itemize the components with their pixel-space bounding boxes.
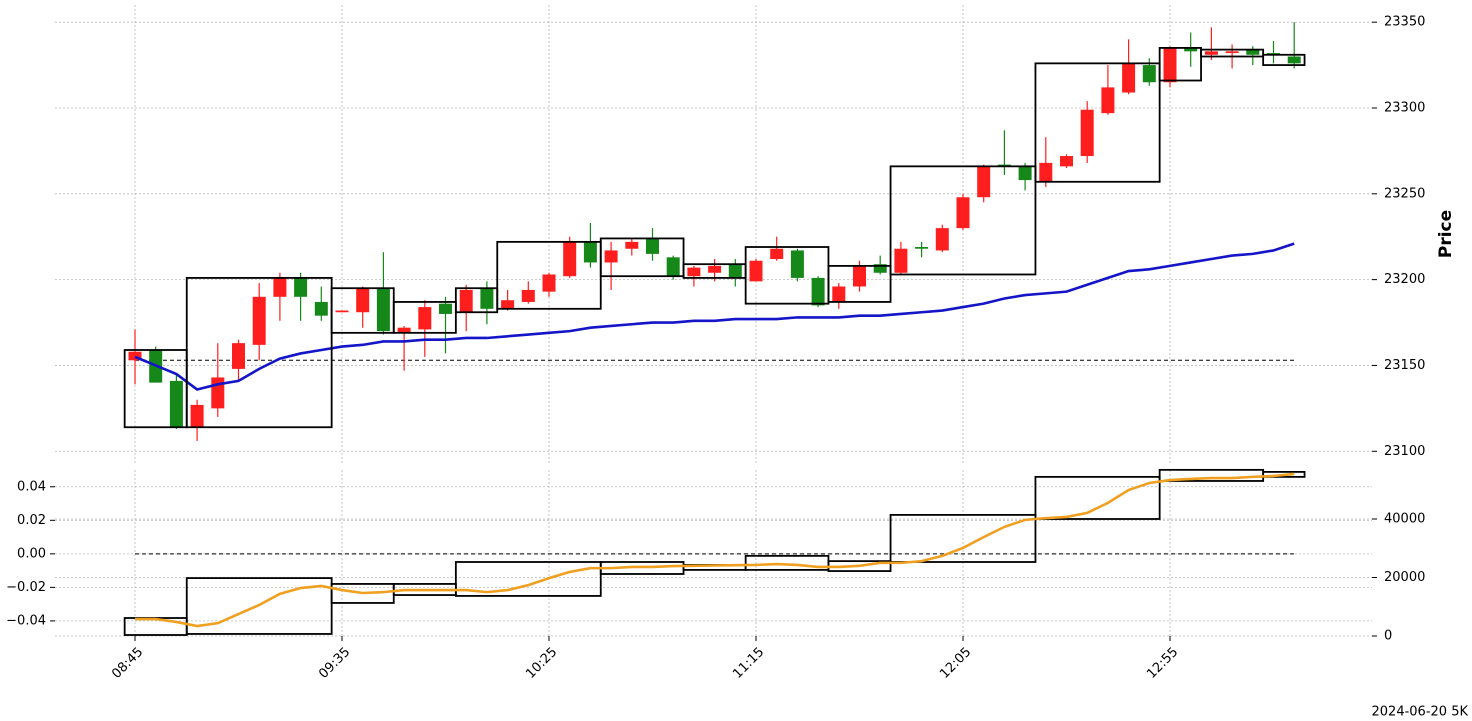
y-axis-label: Price [1436, 210, 1456, 258]
candle-body [252, 296, 266, 345]
y-tick-label: −0.02 [6, 580, 46, 595]
candle-body [811, 277, 825, 306]
series-line [135, 472, 1295, 628]
range-box [1200, 48, 1265, 58]
candle-body [666, 257, 680, 277]
range-box [185, 577, 333, 635]
range-box [392, 301, 457, 334]
candle-body [232, 343, 245, 369]
candle-body [894, 248, 908, 273]
candle-body [1246, 49, 1260, 55]
y-tick-label: −0.04 [6, 613, 46, 628]
candle-body [1184, 47, 1198, 52]
candle-body [790, 250, 804, 278]
candle-body [459, 289, 473, 313]
candle-body [853, 265, 866, 287]
candle-body [749, 260, 763, 282]
candle-body [521, 289, 535, 302]
candle-body [418, 307, 432, 330]
y-tick-label: 0.02 [17, 513, 46, 528]
candle-body [335, 310, 349, 313]
range-box [889, 165, 1037, 276]
range-box [1262, 53, 1306, 66]
range-box [889, 514, 1037, 563]
y-tick-label: 23300 [1384, 100, 1425, 115]
x-tick-label: 09:35 [316, 645, 353, 682]
x-tick-label: 12:05 [937, 645, 974, 682]
candle-body [873, 264, 887, 273]
candle-body [397, 327, 411, 333]
y2-tick-label: 0 [1384, 629, 1392, 644]
candle-body [583, 241, 597, 263]
candle-body [1039, 162, 1053, 182]
candle-body [646, 238, 659, 254]
candle-body [956, 197, 970, 229]
y-tick-label: 23100 [1384, 444, 1425, 459]
candle-body [770, 248, 784, 260]
candle-body [314, 301, 328, 316]
y-tick-label: 23200 [1384, 272, 1425, 287]
range-box [827, 264, 892, 303]
candle-body [604, 250, 618, 263]
range-box [454, 561, 602, 597]
candle-body [190, 404, 204, 428]
y-tick-label: 0.04 [17, 479, 46, 494]
y-tick-label: 23250 [1384, 186, 1425, 201]
candle-body [1142, 65, 1156, 83]
candle-body [1101, 87, 1115, 114]
candle-body [211, 377, 225, 409]
y2-tick-label: 20000 [1384, 570, 1425, 585]
candle-body [273, 277, 287, 297]
footer: 2024-06-20 5K [1372, 705, 1469, 720]
candle-body [128, 351, 142, 361]
y-tick-label: 23350 [1384, 15, 1425, 30]
candle-body [708, 265, 722, 273]
candle-body [1287, 56, 1301, 64]
range-box [1158, 47, 1202, 82]
candle-body [501, 300, 515, 309]
x-tick-label: 08:45 [109, 645, 146, 682]
candle-body [169, 380, 183, 428]
range-box [1262, 471, 1306, 478]
candle-body [439, 303, 452, 314]
candle-body [832, 286, 846, 302]
candle-body [563, 241, 577, 277]
y-tick-label: 23150 [1384, 358, 1425, 373]
candle-body [1204, 51, 1218, 55]
candle-body [625, 241, 639, 249]
range-box [599, 237, 685, 278]
candle-body [687, 267, 701, 277]
candle-body [1163, 47, 1177, 83]
candle-body [356, 288, 370, 313]
range-box [1034, 62, 1161, 183]
candle-body [1080, 109, 1094, 157]
candle-body [935, 228, 949, 251]
candle-body [1018, 166, 1032, 181]
moving-average-line [134, 242, 1295, 391]
candle-body [376, 288, 390, 332]
candle-body [728, 264, 742, 278]
x-tick-label: 12:55 [1144, 645, 1181, 682]
range-box [185, 277, 333, 429]
candle-body [542, 274, 556, 292]
candle-body [1122, 63, 1136, 93]
candle-body [294, 277, 308, 297]
candle-body [1225, 51, 1239, 54]
x-tick-label: 10:25 [523, 645, 560, 682]
candle-body [1060, 156, 1073, 167]
range-box [1034, 475, 1161, 520]
x-tick-label: 11:15 [730, 645, 767, 682]
y2-tick-label: 40000 [1384, 511, 1425, 526]
candle-body [977, 166, 991, 198]
candle-body [915, 247, 929, 249]
y-tick-label: 0.00 [17, 546, 46, 561]
candle-body [480, 288, 494, 309]
